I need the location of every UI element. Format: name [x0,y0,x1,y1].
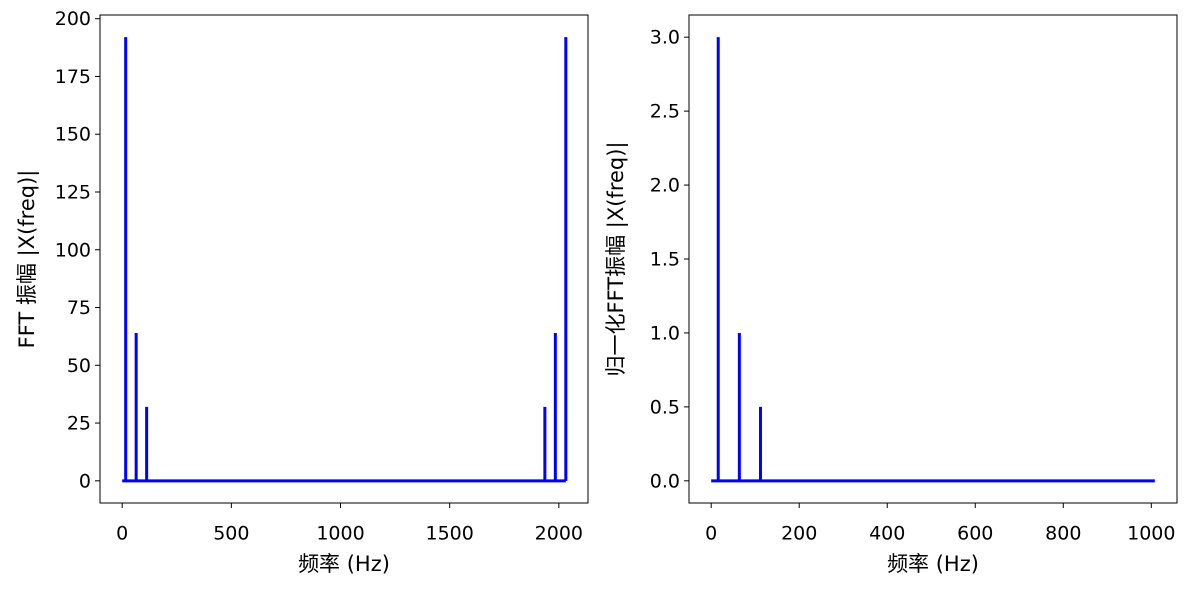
x-tick-label: 400 [869,523,905,545]
x-tick-label: 1000 [1127,523,1175,545]
y-tick-label: 0 [79,470,91,492]
y-tick-label: 0.0 [650,470,680,492]
y-tick-label: 175 [55,66,91,88]
x-axis-label: 频率 (Hz) [887,552,979,576]
x-tick-label: 1000 [316,523,364,545]
y-axis-label: 归一化FFT振幅 |X(freq)| [604,141,629,376]
y-axis-label: FFT 振幅 |X(freq)| [15,170,40,349]
y-tick-label: 1.5 [650,249,680,271]
x-tick-label: 0 [116,523,128,545]
y-tick-label: 1.0 [650,322,680,344]
x-tick-label: 0 [705,523,717,545]
plot-frame [688,14,1178,504]
y-tick-label: 50 [67,355,91,377]
x-tick-label: 800 [1045,523,1081,545]
y-tick-label: 2.5 [650,101,680,123]
x-axis-label: 频率 (Hz) [298,552,390,576]
y-tick-label: 200 [55,8,91,30]
x-tick-label: 600 [957,523,993,545]
y-tick-label: 75 [67,297,91,319]
x-tick-label: 200 [781,523,817,545]
y-tick-label: 2.0 [650,175,680,197]
y-tick-label: 3.0 [650,27,680,49]
x-tick-label: 1500 [425,523,473,545]
x-tick-label: 500 [213,523,249,545]
y-tick-label: 25 [67,413,91,435]
y-tick-label: 100 [55,239,91,261]
y-tick-label: 0.5 [650,396,680,418]
y-tick-label: 150 [55,124,91,146]
plot-frame [99,14,589,504]
x-tick-label: 2000 [535,523,583,545]
y-tick-label: 125 [55,181,91,203]
